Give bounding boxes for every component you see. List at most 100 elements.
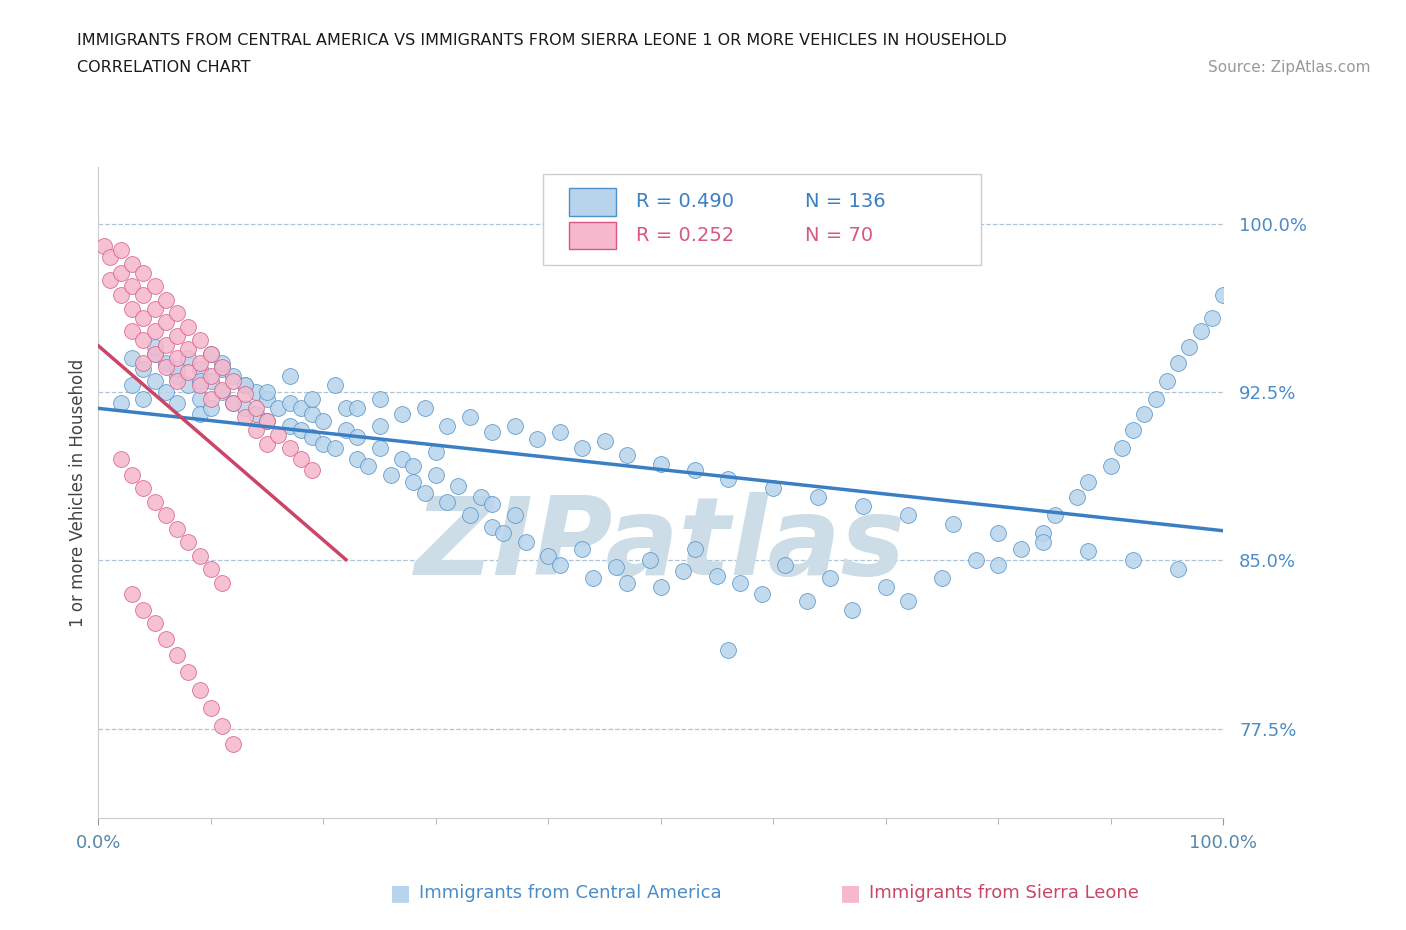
Point [717,472,740,487]
Point [436,418,458,433]
Point [503,418,526,433]
Point [177,319,200,334]
Point [897,508,920,523]
Text: N = 136: N = 136 [804,193,886,211]
Point [132,265,155,280]
Point [571,441,593,456]
Point [323,441,346,456]
Point [357,458,380,473]
Point [132,333,155,348]
Point [110,395,132,410]
Point [312,436,335,451]
Point [605,560,627,575]
Point [301,430,323,445]
Point [177,351,200,365]
Point [841,603,863,618]
Point [807,490,830,505]
Point [447,479,470,494]
Point [515,535,537,550]
Point [278,418,301,433]
Point [413,485,436,500]
Point [301,407,323,422]
Point [1111,441,1133,456]
Point [155,360,177,375]
Point [650,457,672,472]
Point [98,272,121,287]
Text: R = 0.490: R = 0.490 [636,193,734,211]
Point [616,576,638,591]
Point [368,441,391,456]
Point [413,400,436,415]
Point [301,463,323,478]
Point [211,355,233,370]
Point [245,384,267,399]
Point [121,279,143,294]
Point [166,362,188,377]
Point [98,250,121,265]
Point [155,631,177,646]
Point [256,414,278,429]
Point [222,737,245,751]
Point [323,378,346,392]
Point [166,647,188,662]
Point [380,468,402,483]
Point [458,409,481,424]
Point [155,315,177,330]
Point [110,243,132,258]
Point [402,458,425,473]
Point [335,400,357,415]
Point [278,441,301,456]
FancyBboxPatch shape [568,188,616,216]
Point [143,339,166,354]
Point [1178,339,1201,354]
Point [132,288,155,303]
Point [312,414,335,429]
Point [166,522,188,537]
Point [290,452,312,467]
Point [155,384,177,399]
Point [188,333,211,348]
Point [965,552,987,567]
Point [796,593,818,608]
Point [200,346,222,361]
Point [1099,458,1122,473]
Point [1122,552,1144,567]
Point [256,414,278,429]
Point [121,378,143,392]
Point [211,362,233,377]
Point [188,392,211,406]
Point [121,468,143,483]
Point [132,362,155,377]
Point [773,557,796,572]
Point [93,238,115,253]
Point [200,373,222,388]
Point [200,346,222,361]
Point [132,603,155,618]
Point [233,378,256,392]
Text: CORRELATION CHART: CORRELATION CHART [77,60,250,75]
Point [188,373,211,388]
Point [301,392,323,406]
Point [143,279,166,294]
Point [121,587,143,602]
Point [200,400,222,415]
Point [188,549,211,564]
Point [1066,490,1088,505]
Point [425,445,447,460]
Point [222,395,245,410]
Point [1122,422,1144,437]
Point [166,328,188,343]
Point [200,562,222,577]
Point [143,495,166,510]
Point [200,392,222,406]
Point [683,463,706,478]
Point [155,355,177,370]
Point [177,535,200,550]
Point [1077,544,1099,559]
Point [1010,541,1032,556]
Point [267,400,290,415]
Point [290,422,312,437]
Point [166,306,188,321]
Point [132,311,155,325]
Point [571,541,593,556]
